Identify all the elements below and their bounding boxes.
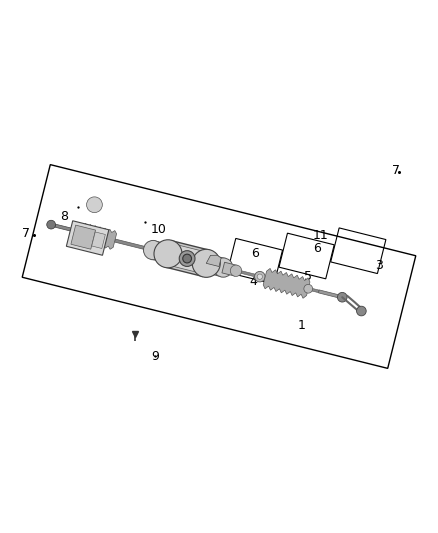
Circle shape — [357, 306, 366, 316]
Text: 6: 6 — [314, 241, 321, 255]
Polygon shape — [55, 224, 81, 233]
Polygon shape — [206, 255, 221, 266]
Text: 3: 3 — [375, 259, 383, 272]
Polygon shape — [151, 241, 226, 277]
Polygon shape — [236, 270, 258, 277]
Circle shape — [154, 240, 182, 268]
Polygon shape — [67, 221, 109, 255]
Circle shape — [192, 249, 220, 277]
Text: 6: 6 — [251, 247, 259, 260]
Text: 11: 11 — [313, 229, 328, 242]
Polygon shape — [263, 269, 310, 298]
Text: 9: 9 — [151, 350, 159, 363]
Polygon shape — [71, 225, 95, 249]
Text: 2: 2 — [69, 238, 77, 251]
Circle shape — [183, 254, 191, 263]
Circle shape — [87, 197, 102, 213]
Circle shape — [230, 265, 242, 277]
Polygon shape — [222, 262, 237, 276]
Text: 4: 4 — [250, 274, 258, 287]
Circle shape — [254, 271, 265, 282]
Circle shape — [179, 251, 195, 266]
Text: 1: 1 — [298, 319, 306, 332]
Polygon shape — [114, 239, 153, 252]
Circle shape — [337, 293, 347, 302]
Text: 5: 5 — [304, 270, 312, 282]
Circle shape — [304, 285, 313, 293]
Polygon shape — [167, 244, 207, 273]
Polygon shape — [79, 223, 117, 249]
Circle shape — [214, 258, 233, 277]
Circle shape — [257, 274, 262, 279]
Polygon shape — [152, 244, 225, 273]
Circle shape — [144, 240, 163, 260]
Text: 8: 8 — [60, 209, 68, 223]
Text: 7: 7 — [392, 164, 400, 176]
Text: 10: 10 — [151, 223, 167, 236]
Polygon shape — [92, 232, 106, 248]
Circle shape — [47, 220, 56, 229]
Polygon shape — [165, 240, 209, 277]
Polygon shape — [318, 290, 343, 298]
Text: 7: 7 — [22, 227, 30, 240]
Polygon shape — [308, 287, 319, 293]
